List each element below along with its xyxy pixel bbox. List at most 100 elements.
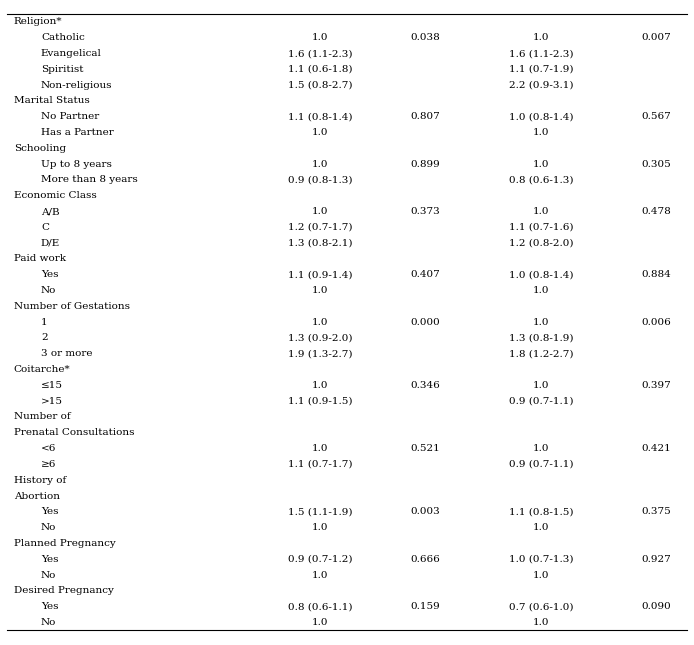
Text: 0.8 (0.6-1.3): 0.8 (0.6-1.3): [509, 175, 573, 184]
Text: 1.0: 1.0: [532, 34, 549, 42]
Text: 1.1 (0.7-1.9): 1.1 (0.7-1.9): [509, 65, 573, 74]
Text: 0.000: 0.000: [410, 318, 440, 326]
Text: 0.521: 0.521: [410, 444, 440, 453]
Text: No: No: [41, 618, 56, 627]
Text: D/E: D/E: [41, 239, 60, 248]
Text: Yes: Yes: [41, 602, 58, 611]
Text: Schooling: Schooling: [14, 144, 66, 153]
Text: 1.0: 1.0: [312, 286, 328, 295]
Text: 1.0: 1.0: [532, 381, 549, 390]
Text: More than 8 years: More than 8 years: [41, 175, 137, 184]
Text: 1: 1: [41, 318, 48, 326]
Text: 1.1 (0.7-1.7): 1.1 (0.7-1.7): [287, 460, 352, 469]
Text: 1.9 (1.3-2.7): 1.9 (1.3-2.7): [287, 350, 352, 358]
Text: ≥6: ≥6: [41, 460, 56, 469]
Text: 2.2 (0.9-3.1): 2.2 (0.9-3.1): [509, 81, 573, 90]
Text: 0.9 (0.7-1.2): 0.9 (0.7-1.2): [287, 555, 352, 564]
Text: No: No: [41, 523, 56, 532]
Text: 0.807: 0.807: [410, 112, 440, 121]
Text: 0.373: 0.373: [410, 207, 440, 216]
Text: 0.927: 0.927: [641, 555, 671, 564]
Text: 1.6 (1.1-2.3): 1.6 (1.1-2.3): [509, 49, 573, 58]
Text: Marital Status: Marital Status: [14, 97, 90, 105]
Text: 0.9 (0.8-1.3): 0.9 (0.8-1.3): [287, 175, 352, 184]
Text: 1.2 (0.8-2.0): 1.2 (0.8-2.0): [509, 239, 573, 248]
Text: Yes: Yes: [41, 270, 58, 279]
Text: >15: >15: [41, 397, 63, 406]
Text: 1.1 (0.8-1.5): 1.1 (0.8-1.5): [509, 508, 573, 516]
Text: 1.0 (0.7-1.3): 1.0 (0.7-1.3): [509, 555, 573, 564]
Text: Desired Pregnancy: Desired Pregnancy: [14, 586, 114, 595]
Text: 0.884: 0.884: [641, 270, 671, 279]
Text: 1.0: 1.0: [532, 571, 549, 579]
Text: 0.003: 0.003: [410, 508, 440, 516]
Text: 0.397: 0.397: [641, 381, 671, 390]
Text: 1.3 (0.9-2.0): 1.3 (0.9-2.0): [287, 333, 352, 342]
Text: 0.8 (0.6-1.1): 0.8 (0.6-1.1): [287, 602, 352, 611]
Text: 1.8 (1.2-2.7): 1.8 (1.2-2.7): [509, 350, 573, 358]
Text: 1.0: 1.0: [532, 523, 549, 532]
Text: 0.375: 0.375: [641, 508, 671, 516]
Text: 1.0: 1.0: [532, 160, 549, 168]
Text: 1.0: 1.0: [532, 444, 549, 453]
Text: 0.478: 0.478: [641, 207, 671, 216]
Text: 0.567: 0.567: [641, 112, 671, 121]
Text: 0.9 (0.7-1.1): 0.9 (0.7-1.1): [509, 397, 573, 406]
Text: 1.0: 1.0: [312, 523, 328, 532]
Text: 1.1 (0.9-1.4): 1.1 (0.9-1.4): [287, 270, 352, 279]
Text: 1.5 (0.8-2.7): 1.5 (0.8-2.7): [287, 81, 352, 90]
Text: ≤15: ≤15: [41, 381, 63, 390]
Text: Evangelical: Evangelical: [41, 49, 102, 58]
Text: <6: <6: [41, 444, 56, 453]
Text: Number of Gestations: Number of Gestations: [14, 302, 130, 311]
Text: Abortion: Abortion: [14, 491, 60, 501]
Text: 0.346: 0.346: [410, 381, 440, 390]
Text: No: No: [41, 571, 56, 579]
Text: 1.1 (0.6-1.8): 1.1 (0.6-1.8): [287, 65, 352, 74]
Text: 0.090: 0.090: [641, 602, 671, 611]
Text: 1.0: 1.0: [312, 207, 328, 216]
Text: 1.0 (0.8-1.4): 1.0 (0.8-1.4): [509, 270, 573, 279]
Text: 0.666: 0.666: [410, 555, 440, 564]
Text: 1.0: 1.0: [532, 618, 549, 627]
Text: Prenatal Consultations: Prenatal Consultations: [14, 428, 134, 437]
Text: 1.6 (1.1-2.3): 1.6 (1.1-2.3): [287, 49, 352, 58]
Text: 0.305: 0.305: [641, 160, 671, 168]
Text: A/B: A/B: [41, 207, 60, 216]
Text: 1.5 (1.1-1.9): 1.5 (1.1-1.9): [287, 508, 352, 516]
Text: 1.3 (0.8-2.1): 1.3 (0.8-2.1): [287, 239, 352, 248]
Text: No Partner: No Partner: [41, 112, 99, 121]
Text: Yes: Yes: [41, 508, 58, 516]
Text: 1.0: 1.0: [312, 444, 328, 453]
Text: 0.038: 0.038: [410, 34, 440, 42]
Text: Economic Class: Economic Class: [14, 192, 96, 200]
Text: 1.0: 1.0: [312, 34, 328, 42]
Text: Non-religious: Non-religious: [41, 81, 112, 90]
Text: 0.899: 0.899: [410, 160, 440, 168]
Text: 3 or more: 3 or more: [41, 350, 92, 358]
Text: 1.0: 1.0: [312, 618, 328, 627]
Text: 1.0: 1.0: [312, 381, 328, 390]
Text: 2: 2: [41, 333, 48, 342]
Text: 0.006: 0.006: [641, 318, 671, 326]
Text: 1.0: 1.0: [312, 318, 328, 326]
Text: 1.0 (0.8-1.4): 1.0 (0.8-1.4): [509, 112, 573, 121]
Text: Yes: Yes: [41, 555, 58, 564]
Text: 1.1 (0.7-1.6): 1.1 (0.7-1.6): [509, 223, 573, 232]
Text: C: C: [41, 223, 49, 232]
Text: Paid work: Paid work: [14, 255, 66, 263]
Text: 1.1 (0.8-1.4): 1.1 (0.8-1.4): [287, 112, 352, 121]
Text: 1.0: 1.0: [312, 571, 328, 579]
Text: Coitarche*: Coitarche*: [14, 365, 70, 374]
Text: 1.0: 1.0: [312, 128, 328, 137]
Text: 1.3 (0.8-1.9): 1.3 (0.8-1.9): [509, 333, 573, 342]
Text: 0.9 (0.7-1.1): 0.9 (0.7-1.1): [509, 460, 573, 469]
Text: 1.0: 1.0: [532, 207, 549, 216]
Text: Spiritist: Spiritist: [41, 65, 83, 74]
Text: 1.0: 1.0: [532, 318, 549, 326]
Text: 0.159: 0.159: [410, 602, 440, 611]
Text: 1.0: 1.0: [532, 286, 549, 295]
Text: History of: History of: [14, 476, 66, 484]
Text: Has a Partner: Has a Partner: [41, 128, 114, 137]
Text: 0.7 (0.6-1.0): 0.7 (0.6-1.0): [509, 602, 573, 611]
